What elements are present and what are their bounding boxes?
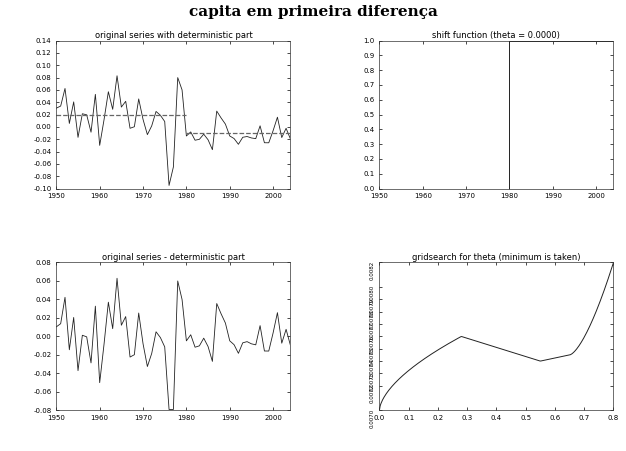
Title: original series with deterministic part: original series with deterministic part [95, 31, 252, 40]
Text: capita em primeira diferença: capita em primeira diferença [188, 5, 438, 18]
Title: original series - deterministic part: original series - deterministic part [102, 253, 245, 262]
Title: shift function (theta = 0.0000): shift function (theta = 0.0000) [433, 31, 560, 40]
Title: gridsearch for theta (minimum is taken): gridsearch for theta (minimum is taken) [412, 253, 581, 262]
